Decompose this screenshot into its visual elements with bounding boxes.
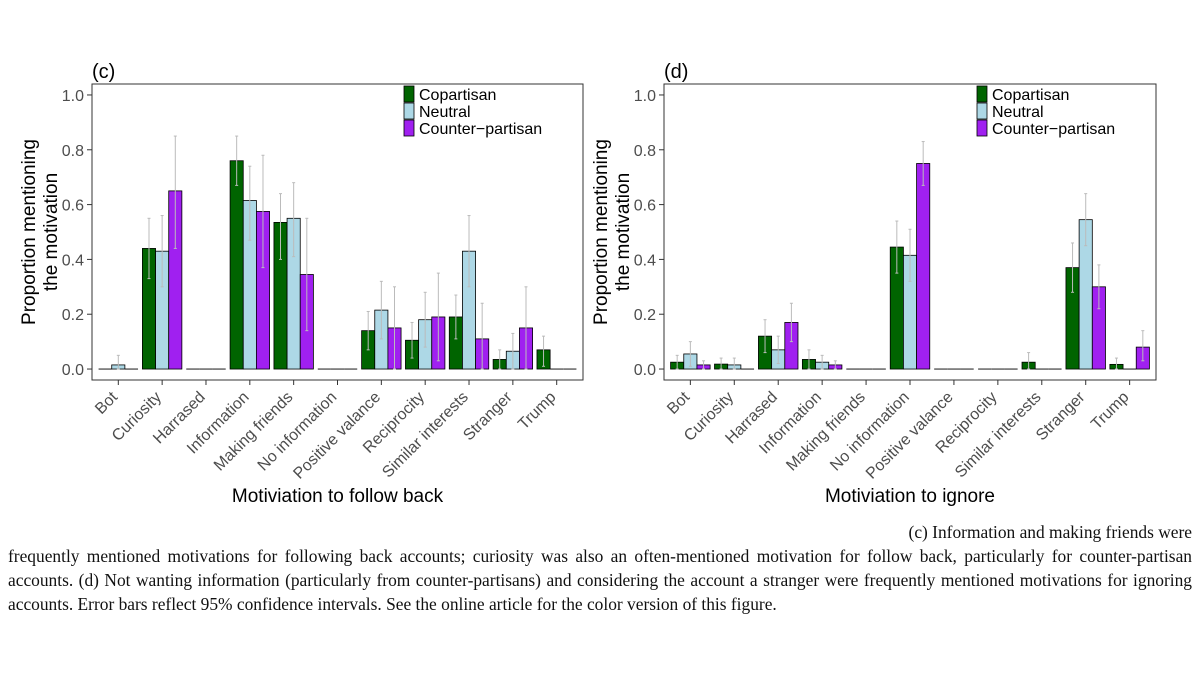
legend-label-copartisan: Copartisan — [992, 87, 1069, 104]
x-tick-label-making-friends: Making friends — [783, 389, 869, 475]
x-tick-label-trump: Trump — [515, 389, 559, 433]
legend-swatch-copartisan — [976, 85, 988, 103]
y-tick-label: 0.8 — [634, 143, 656, 160]
y-axis-label: Proportion mentioning — [19, 139, 40, 325]
caption-body: frequently mentioned motivations for fol… — [8, 546, 1192, 614]
y-tick-label: 0.2 — [634, 307, 656, 324]
y-tick-label: 1.0 — [634, 88, 656, 105]
y-tick-label: 0.4 — [62, 252, 84, 269]
legend-label-neutral: Neutral — [419, 104, 471, 121]
x-tick-label-no-information: No information — [255, 389, 341, 475]
x-axis-label: Motiviation to follow back — [232, 486, 444, 507]
y-tick-label: 0.0 — [634, 362, 656, 379]
legend-swatch-copartisan — [403, 85, 415, 103]
y-tick-label: 0.6 — [634, 198, 656, 215]
legend-swatch-counter-partisan — [403, 119, 415, 137]
legend-label-neutral: Neutral — [992, 104, 1044, 121]
panel-label: (c) — [92, 61, 115, 83]
y-tick-label: 0.8 — [62, 143, 84, 160]
y-tick-label: 0.4 — [634, 252, 656, 269]
y-axis-label: the motivation — [41, 173, 62, 291]
chart-panel-c: 0.0 0.2 0.4 0.6 0.8 1.0 Proportion mentioning t… — [19, 61, 584, 507]
x-tick-label-making-friends: Making friends — [211, 389, 297, 475]
y-tick-label: 0.6 — [62, 198, 84, 215]
panel-label: (d) — [664, 61, 688, 83]
chart-panel-d: 0.0 0.2 0.4 0.6 0.8 1.0 Proportion mentioning t… — [591, 61, 1157, 507]
x-tick-label-no-information: No information — [827, 389, 913, 475]
x-tick-label-stranger: Stranger — [1033, 388, 1089, 444]
legend-swatch-counter-partisan — [976, 119, 988, 137]
x-tick-label-bot: Bot — [92, 388, 121, 417]
bar-counter-partisan-no-information — [916, 163, 931, 370]
bar-copartisan-information — [229, 160, 244, 370]
legend-label-copartisan: Copartisan — [419, 87, 496, 104]
y-axis-label: Proportion mentioning — [591, 139, 612, 325]
x-tick-label-stranger: Stranger — [460, 388, 516, 444]
y-tick-label: 0.2 — [62, 307, 84, 324]
y-tick-label: 1.0 — [62, 88, 84, 105]
legend-swatch-neutral — [976, 102, 988, 120]
y-axis-label: the motivation — [613, 173, 634, 291]
x-tick-label-trump: Trump — [1088, 389, 1132, 433]
x-tick-label-bot: Bot — [664, 388, 693, 417]
y-tick-label: 0.0 — [62, 362, 84, 379]
legend-label-counter-partisan: Counter−partisan — [419, 121, 542, 138]
figure-caption: (c) Information and making friends were … — [8, 520, 1192, 616]
x-axis-label: Motiviation to ignore — [825, 486, 995, 507]
caption-line-1: (c) Information and making friends were — [908, 522, 1192, 542]
legend-label-counter-partisan: Counter−partisan — [992, 121, 1115, 138]
legend-swatch-neutral — [403, 102, 415, 120]
